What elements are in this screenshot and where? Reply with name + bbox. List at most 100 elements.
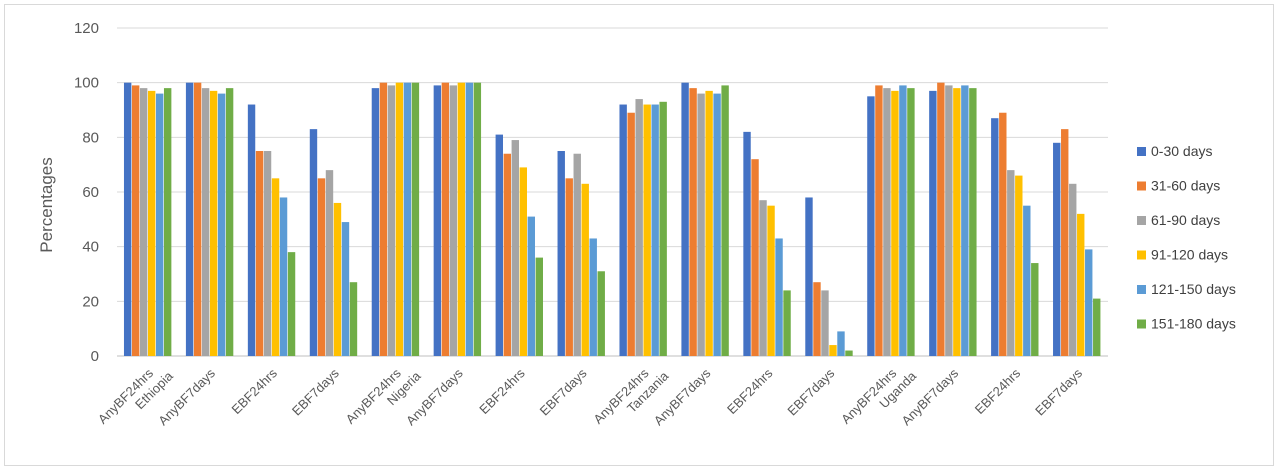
bar	[495, 134, 503, 356]
y-axis-label: Percentages	[37, 157, 56, 252]
bar	[193, 82, 202, 357]
bar	[263, 151, 272, 356]
bar	[891, 90, 899, 356]
bar	[247, 104, 256, 357]
bar	[759, 200, 767, 356]
bar	[829, 345, 837, 356]
bar	[1069, 183, 1077, 356]
bar	[209, 90, 218, 356]
bar	[937, 82, 945, 357]
legend-entry: 91-120 days	[1151, 247, 1228, 263]
bar	[225, 88, 234, 356]
bar	[565, 178, 573, 356]
bar	[681, 82, 689, 357]
bar	[185, 82, 194, 357]
bar	[743, 131, 751, 356]
bar	[697, 93, 705, 356]
bar	[845, 350, 853, 356]
bar	[805, 197, 813, 356]
bar	[721, 85, 729, 357]
x-tick-label: EBF24hrs	[972, 365, 1024, 417]
legend-entry: 0-30 days	[1151, 143, 1212, 159]
bar	[411, 82, 420, 357]
bar	[1007, 170, 1015, 356]
bar	[945, 85, 953, 357]
x-tick-label: EBF24hrs	[724, 365, 776, 417]
y-tick-label: 100	[74, 75, 99, 92]
bar	[597, 271, 605, 356]
bar	[875, 85, 883, 357]
bar	[999, 112, 1007, 356]
bar	[953, 88, 961, 356]
bar	[379, 82, 388, 357]
legend-swatch	[1137, 181, 1146, 191]
legend-entry: 31-60 days	[1151, 178, 1220, 194]
legend: 0-30 days 31-60 days 61-90 days 91-120 days…	[1137, 143, 1236, 332]
bar	[433, 85, 442, 357]
bar	[705, 90, 713, 356]
bar	[1093, 298, 1101, 356]
bar	[527, 216, 535, 356]
bar	[1015, 175, 1023, 356]
bar	[309, 129, 318, 356]
bar	[589, 238, 597, 356]
bar	[457, 82, 466, 357]
bar	[651, 104, 659, 357]
bar	[317, 178, 326, 356]
bar	[659, 101, 667, 356]
bar	[473, 82, 482, 357]
legend-swatch	[1137, 250, 1146, 260]
bar	[991, 118, 999, 356]
bar	[969, 88, 977, 356]
bar	[287, 252, 296, 356]
bar	[1053, 142, 1061, 356]
x-tick-label: EBF7days	[289, 365, 342, 418]
bar	[1023, 205, 1031, 356]
y-tick-label: 40	[82, 239, 99, 256]
bar	[155, 93, 164, 356]
bar	[783, 290, 791, 356]
bar	[217, 93, 226, 356]
y-tick-label: 120	[74, 20, 99, 37]
y-tick-label: 0	[91, 348, 99, 365]
bar	[929, 90, 937, 356]
bar	[751, 159, 759, 356]
bar	[837, 331, 845, 356]
bar	[201, 88, 210, 356]
y-tick-label: 60	[82, 184, 99, 201]
x-tick-label: EBF7days	[1032, 365, 1085, 418]
bar	[503, 153, 511, 356]
bar	[907, 88, 915, 356]
legend-entry: 151-180 days	[1151, 316, 1236, 332]
bar	[341, 222, 350, 356]
bar	[511, 140, 519, 356]
x-tick-label: EBF24hrs	[228, 365, 280, 417]
bar	[325, 170, 334, 356]
legend-swatch	[1137, 319, 1146, 329]
legend-swatch	[1137, 216, 1146, 225]
bar	[713, 93, 721, 356]
bar	[581, 183, 589, 356]
bar	[147, 90, 156, 356]
bar	[643, 104, 651, 357]
bar	[573, 153, 581, 356]
bar	[557, 151, 565, 356]
bar	[883, 88, 891, 356]
bar	[535, 257, 543, 356]
x-tick-label: EBF7days	[784, 365, 837, 418]
legend-entry: 61-90 days	[1151, 212, 1220, 228]
bar	[1085, 249, 1093, 356]
bar	[371, 88, 380, 356]
bar	[867, 96, 875, 356]
bar	[1061, 129, 1069, 356]
legend-entry: 121-150 days	[1151, 281, 1236, 297]
bar	[519, 167, 527, 356]
bar	[333, 202, 342, 356]
bar	[131, 85, 140, 357]
bar	[387, 85, 396, 357]
bars	[123, 82, 1101, 357]
bar	[395, 82, 404, 357]
bar	[767, 205, 775, 356]
